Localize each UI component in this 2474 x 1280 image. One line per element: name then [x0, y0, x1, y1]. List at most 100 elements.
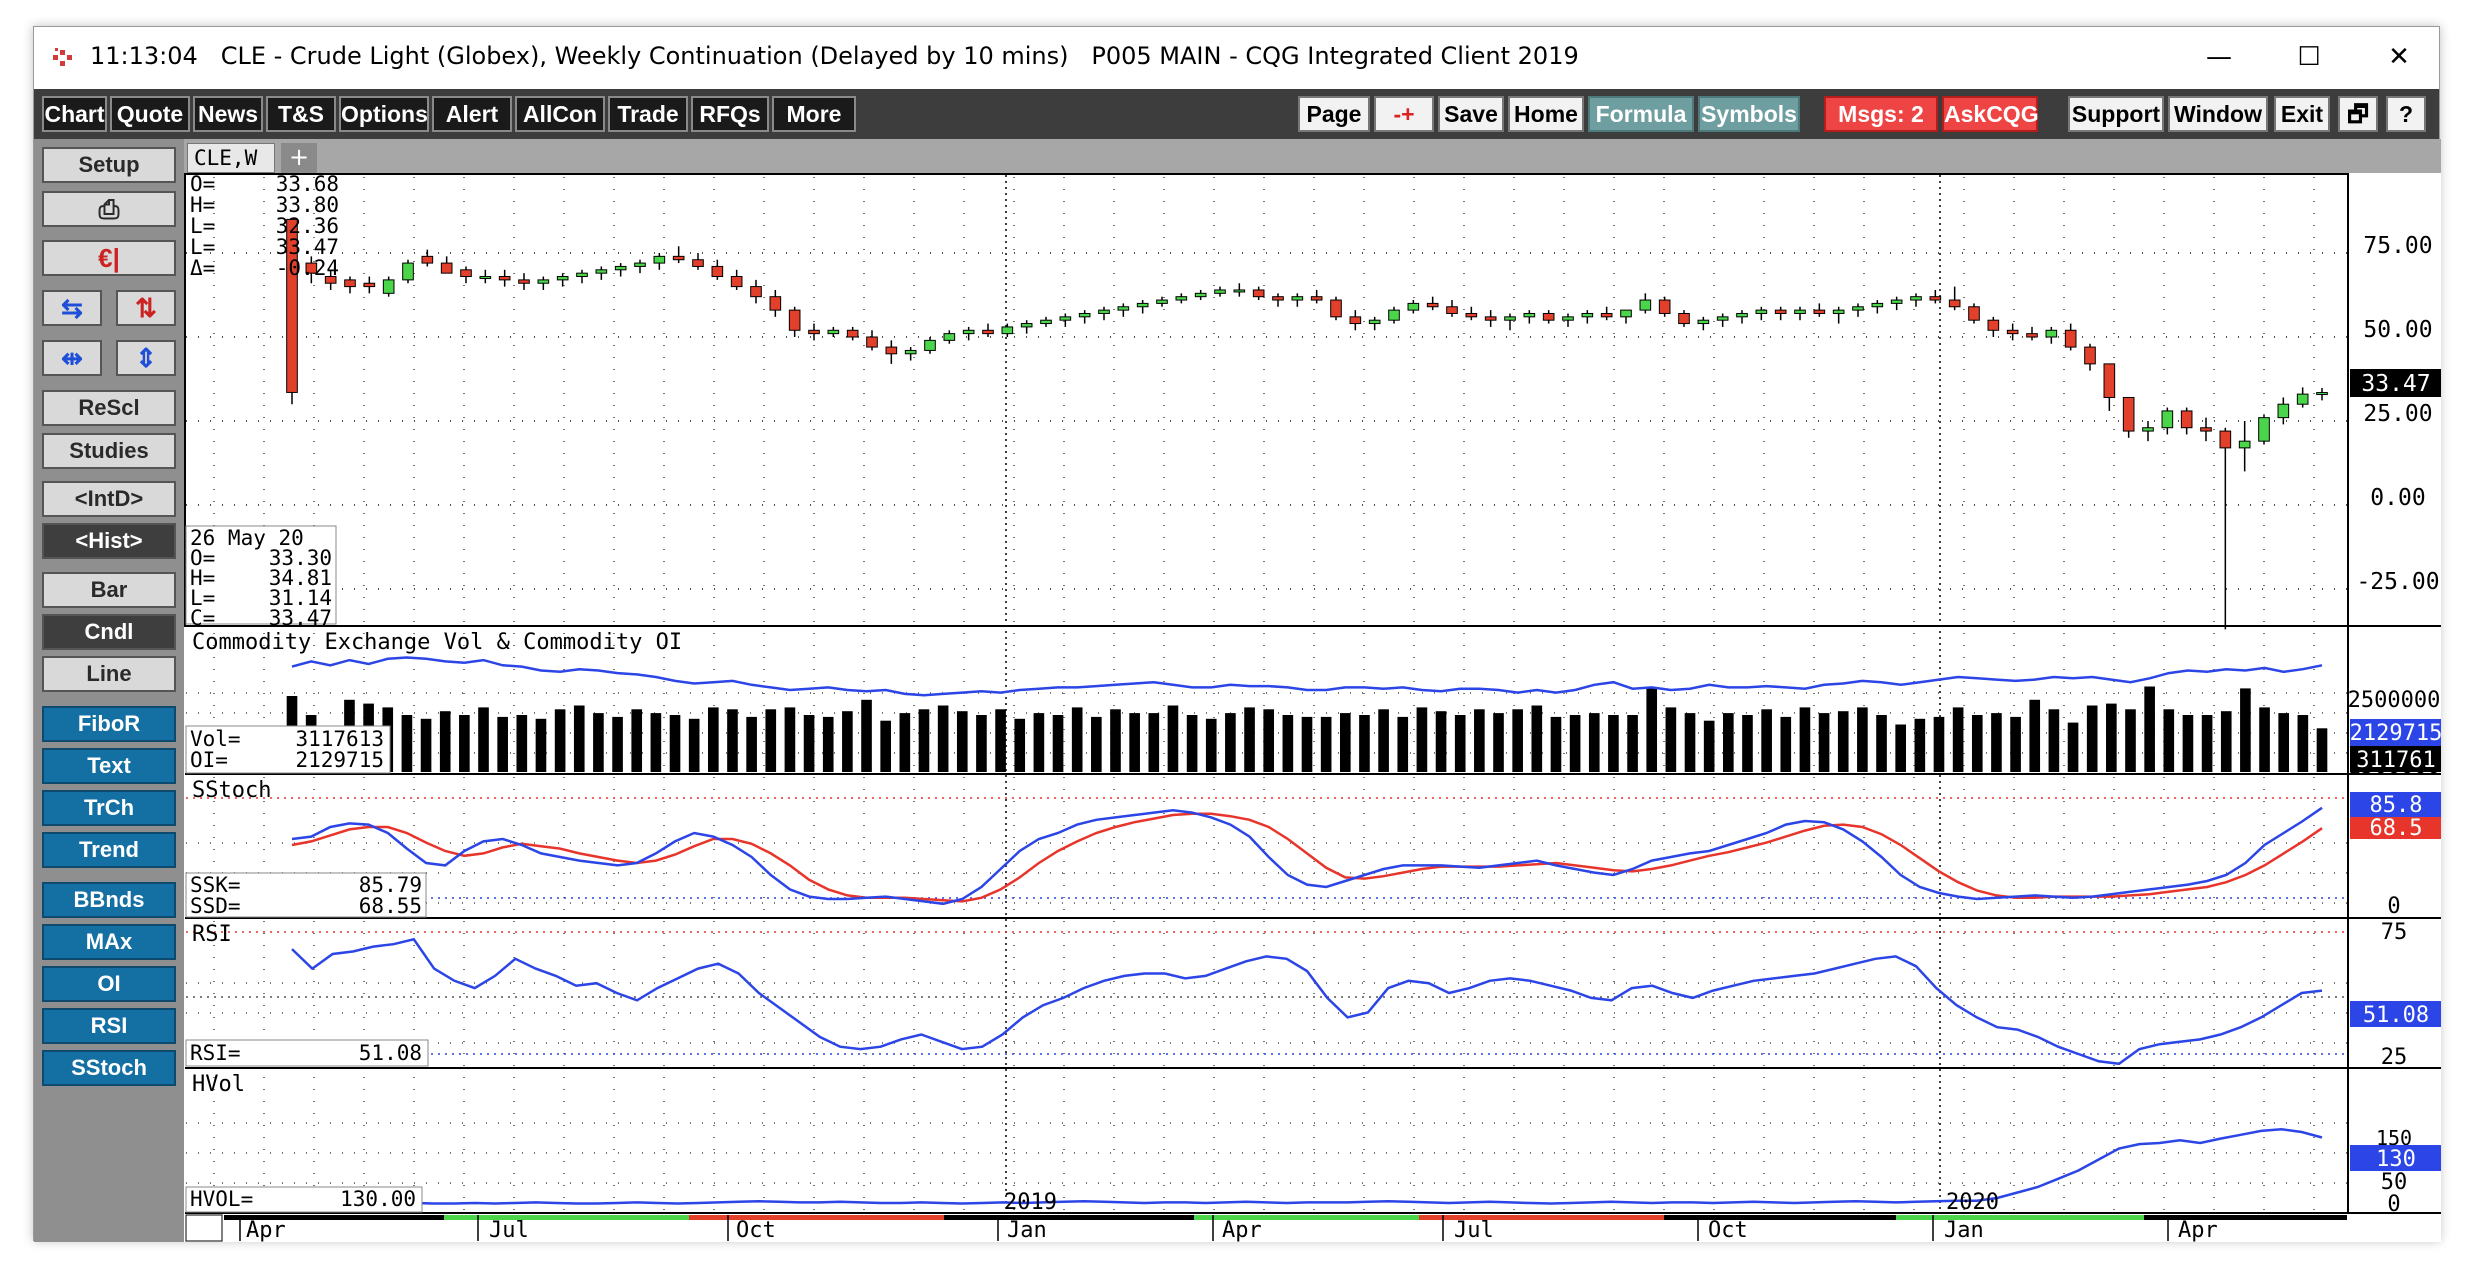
msgs-button[interactable]: Msgs: 2: [1824, 96, 1938, 132]
chart-tab-bar: [184, 139, 2441, 173]
volume-bar: [1569, 715, 1581, 772]
study-trend-button[interactable]: Trend: [42, 832, 176, 868]
window-button[interactable]: Window: [2168, 96, 2268, 132]
rescale-button[interactable]: ReScl: [42, 390, 176, 426]
candle-down: [730, 276, 743, 288]
currency-button[interactable]: €|: [42, 240, 176, 276]
candle-down: [1542, 312, 1555, 321]
ohlc-open-value: 33.68: [276, 173, 339, 196]
volume-bar: [1148, 713, 1160, 772]
home-button[interactable]: Home: [1508, 96, 1584, 132]
price-tick: 75.00: [2363, 233, 2432, 259]
compress-horizontal-button[interactable]: ⇹: [42, 340, 102, 376]
volume-bar: [1397, 716, 1409, 772]
page-button[interactable]: Page: [1298, 96, 1370, 132]
volume-bar: [1550, 716, 1562, 772]
tab-cle-w[interactable]: CLE,W: [187, 143, 275, 173]
scroll-horizontal-button[interactable]: ⇆: [42, 290, 102, 326]
line-chart-button[interactable]: Line: [42, 656, 176, 692]
candle-down: [750, 286, 762, 298]
study-fibor-button[interactable]: FiboR: [42, 706, 176, 742]
candle-down: [1600, 312, 1613, 318]
quote-button[interactable]: Quote: [110, 96, 190, 132]
intraday-button[interactable]: <IntD>: [42, 481, 176, 517]
minimize-button[interactable]: —: [2206, 42, 2232, 72]
candle-down: [286, 218, 298, 393]
setup-button[interactable]: Setup: [42, 147, 176, 183]
candle-down: [2200, 427, 2212, 432]
volume-bar: [1933, 716, 1945, 772]
close-button[interactable]: ✕: [2388, 42, 2410, 72]
left-sidebar: Setup ⎙ €| ⇆ ⇅ ⇹ ⇕ ReScl Studies <IntD> …: [34, 139, 184, 1242]
x-tick-label: Apr: [2178, 1218, 2218, 1242]
scroll-vertical-button[interactable]: ⇅: [116, 290, 176, 326]
x-axis-segment: [944, 1215, 1194, 1220]
candle-down: [421, 255, 434, 264]
study-sstoch-button[interactable]: SStoch: [42, 1050, 176, 1086]
exit-button[interactable]: Exit: [2274, 96, 2330, 132]
x-tick-label: Oct: [736, 1218, 776, 1242]
volume-bar: [688, 718, 700, 772]
bar-chart-button[interactable]: Bar: [42, 572, 176, 608]
rfqs-button[interactable]: RFQs: [691, 96, 769, 132]
candle-up: [1910, 296, 1922, 301]
ts-button[interactable]: T&S: [266, 96, 336, 132]
ssd-label: SSD=: [190, 894, 241, 918]
bar-info-low-label: L=: [190, 586, 215, 610]
volume-bar: [937, 705, 949, 772]
study-bbnds-button[interactable]: BBnds: [42, 882, 176, 918]
volume-bar: [1703, 720, 1715, 772]
volume-bar: [1378, 709, 1389, 772]
alert-button[interactable]: Alert: [432, 96, 512, 132]
volume-bar: [918, 709, 930, 772]
studies-button[interactable]: Studies: [42, 433, 176, 469]
candle-down: [1484, 316, 1497, 321]
save-button[interactable]: Save: [1438, 96, 1504, 132]
print-button[interactable]: ⎙: [42, 191, 176, 227]
volume-bar: [1627, 715, 1638, 772]
hvol-readout-box: [185, 1186, 423, 1213]
volume-bar: [2067, 722, 2079, 772]
candle-down: [498, 276, 511, 281]
nav-minus-plus-button[interactable]: -+: [1374, 96, 1434, 132]
x-tick-label: Jan: [1007, 1218, 1047, 1242]
more-button[interactable]: More: [772, 96, 856, 132]
options-button[interactable]: Options: [339, 96, 429, 132]
help-button[interactable]: ?: [2386, 96, 2426, 132]
candle-up: [1388, 309, 1400, 321]
askcqg-button[interactable]: AskCQG: [1942, 96, 2039, 132]
study-text-button[interactable]: Text: [42, 748, 176, 784]
volume-bar: [478, 707, 489, 772]
study-oi-button[interactable]: OI: [42, 966, 176, 1002]
volume-bar: [1320, 716, 1332, 772]
chart-area[interactable]: O= 33.68 H= 33.80 L= 32.36 L= 33.47 Δ= -0.24 …: [184, 173, 2441, 1242]
vol-tag: [2350, 746, 2441, 772]
ohlc-change-value: -0.24: [276, 256, 339, 280]
price-tick: 0.00: [2370, 485, 2425, 511]
support-button[interactable]: Support: [2068, 96, 2164, 132]
historical-button[interactable]: <Hist>: [42, 523, 176, 559]
maximize-button[interactable]: ☐: [2297, 42, 2321, 72]
candle-down: [1349, 316, 1362, 325]
symbols-button[interactable]: Symbols: [1698, 96, 1800, 132]
ssd-tag: [2350, 817, 2441, 839]
restore-button[interactable]: 🗗: [2338, 96, 2378, 132]
volume-bar: [1914, 718, 1926, 772]
study-trch-button[interactable]: TrCh: [42, 790, 176, 826]
add-tab-button[interactable]: +: [281, 143, 317, 173]
trade-button[interactable]: Trade: [608, 96, 688, 132]
rsi-line: [291, 937, 2323, 1066]
allcon-button[interactable]: AllCon: [515, 96, 605, 132]
news-button[interactable]: News: [193, 96, 263, 132]
study-rsi-button[interactable]: RSI: [42, 1008, 176, 1044]
rsi-label: RSI=: [190, 1041, 241, 1065]
formula-button[interactable]: Formula: [1588, 96, 1694, 132]
volume-bar: [650, 713, 662, 772]
candle-down: [788, 309, 801, 331]
chart-button[interactable]: Chart: [42, 96, 107, 132]
candle-chart-button[interactable]: Cndl: [42, 614, 176, 650]
study-max-button[interactable]: MAx: [42, 924, 176, 960]
compress-vertical-button[interactable]: ⇕: [116, 340, 176, 376]
candle-down: [460, 269, 472, 278]
candle-up: [1890, 299, 1903, 304]
